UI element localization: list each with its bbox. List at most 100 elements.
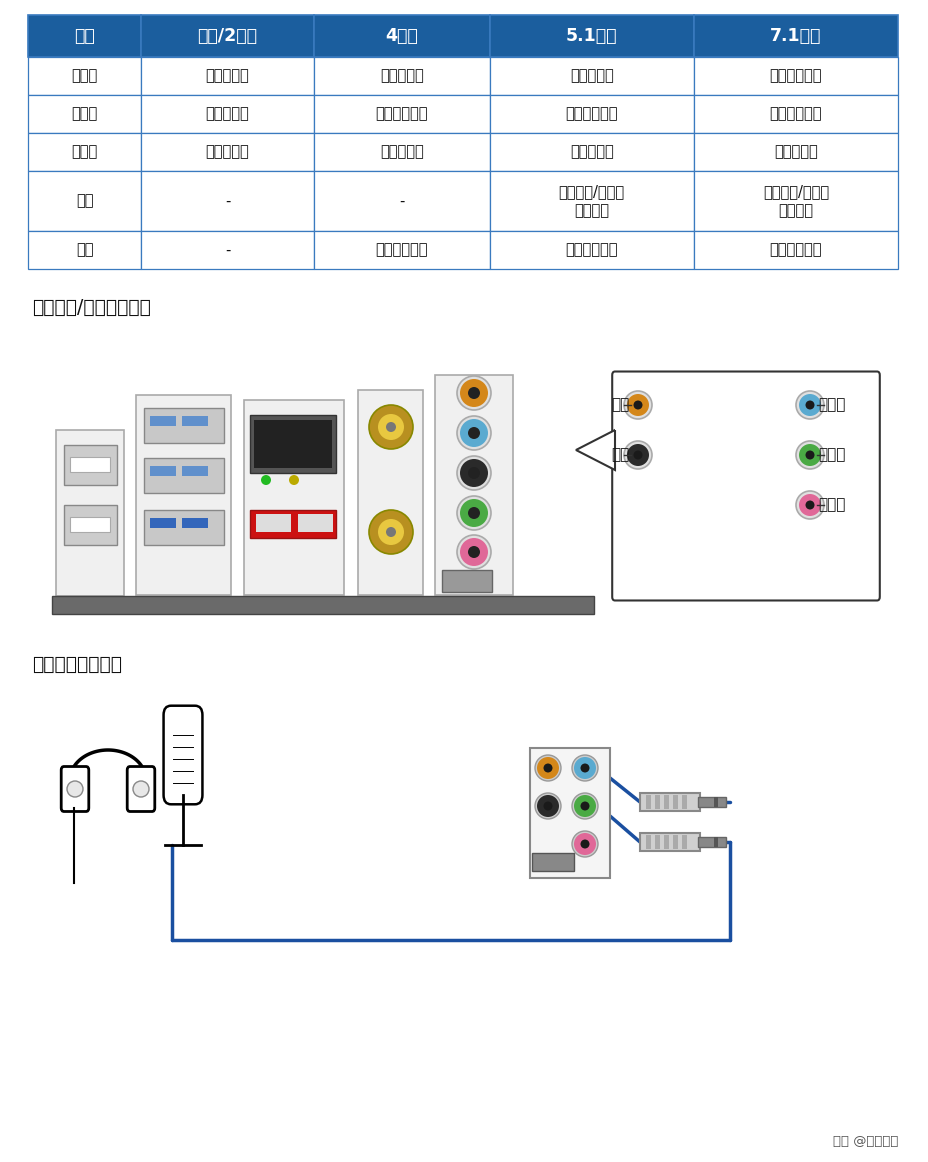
- FancyBboxPatch shape: [163, 705, 202, 804]
- Bar: [489, 57, 693, 95]
- Text: 声音输入端: 声音输入端: [380, 69, 423, 84]
- Text: 声音输入端: 声音输入端: [569, 69, 613, 84]
- Bar: [52, 596, 593, 614]
- Ellipse shape: [626, 444, 649, 466]
- Bar: [664, 795, 668, 809]
- Ellipse shape: [459, 419, 487, 447]
- Bar: [693, 57, 897, 95]
- Bar: [681, 835, 687, 849]
- Ellipse shape: [795, 492, 823, 519]
- Text: 5.1声道: 5.1声道: [565, 27, 617, 45]
- Text: 接口: 接口: [74, 27, 95, 45]
- Ellipse shape: [459, 538, 487, 566]
- Bar: [489, 95, 693, 132]
- Ellipse shape: [133, 781, 148, 797]
- Bar: [70, 457, 110, 472]
- Bar: [693, 95, 897, 132]
- Bar: [639, 833, 699, 851]
- Bar: [442, 571, 492, 591]
- Bar: [654, 835, 659, 849]
- Text: 音频输出/输入连接端口: 音频输出/输入连接端口: [32, 297, 150, 317]
- Text: 声音输出端: 声音输出端: [205, 107, 249, 122]
- Ellipse shape: [386, 422, 395, 432]
- Text: 前置喇叭输出: 前置喇叭输出: [768, 107, 821, 122]
- Bar: [28, 57, 141, 95]
- Ellipse shape: [536, 756, 559, 779]
- Text: 黑色: 黑色: [76, 243, 93, 258]
- Bar: [714, 837, 717, 847]
- Bar: [489, 15, 693, 57]
- Text: 粉红色: 粉红色: [71, 144, 97, 159]
- Bar: [141, 231, 314, 268]
- Text: 前置喇叭输出: 前置喇叭输出: [565, 107, 617, 122]
- Text: 橘色: 橘色: [612, 397, 629, 413]
- Bar: [530, 748, 610, 878]
- Ellipse shape: [261, 475, 271, 485]
- Ellipse shape: [457, 496, 491, 530]
- Ellipse shape: [368, 510, 413, 554]
- Text: -: -: [225, 194, 230, 208]
- Ellipse shape: [457, 416, 491, 450]
- Ellipse shape: [468, 426, 480, 439]
- Bar: [314, 132, 489, 171]
- Text: 橘色: 橘色: [76, 194, 93, 208]
- Ellipse shape: [468, 387, 480, 399]
- Bar: [149, 518, 175, 528]
- Text: 4声道: 4声道: [385, 27, 418, 45]
- Bar: [141, 171, 314, 231]
- Text: 麦克风输入: 麦克风输入: [773, 144, 817, 159]
- FancyBboxPatch shape: [612, 372, 879, 601]
- Ellipse shape: [795, 390, 823, 419]
- Ellipse shape: [805, 501, 814, 509]
- Bar: [144, 408, 224, 443]
- Ellipse shape: [468, 467, 480, 479]
- Text: 声音输入端: 声音输入端: [205, 69, 249, 84]
- Ellipse shape: [574, 756, 596, 779]
- Bar: [654, 795, 659, 809]
- Bar: [672, 795, 677, 809]
- Ellipse shape: [468, 546, 480, 558]
- Ellipse shape: [535, 755, 561, 781]
- Ellipse shape: [574, 795, 596, 817]
- Ellipse shape: [457, 535, 491, 569]
- Bar: [489, 231, 693, 268]
- Ellipse shape: [633, 401, 642, 409]
- Bar: [714, 797, 717, 806]
- Bar: [250, 415, 336, 473]
- Ellipse shape: [536, 795, 559, 817]
- Bar: [141, 57, 314, 95]
- Ellipse shape: [378, 519, 404, 545]
- Text: 中央声道/重低音
喇叭输出: 中央声道/重低音 喇叭输出: [558, 185, 625, 217]
- Bar: [693, 171, 897, 231]
- Bar: [489, 171, 693, 231]
- Text: -: -: [399, 194, 404, 208]
- Bar: [489, 132, 693, 171]
- Ellipse shape: [798, 444, 820, 466]
- Text: 连接耳机与麦克风: 连接耳机与麦克风: [32, 655, 122, 674]
- Ellipse shape: [378, 414, 404, 440]
- Bar: [314, 57, 489, 95]
- Text: 后置喇叭输出: 后置喇叭输出: [565, 243, 617, 258]
- Ellipse shape: [535, 792, 561, 819]
- Text: 侧置喇叭输出: 侧置喇叭输出: [768, 69, 821, 84]
- Text: 麦克风输入: 麦克风输入: [569, 144, 613, 159]
- Ellipse shape: [459, 498, 487, 528]
- Text: 知乎 @迎风流泪: 知乎 @迎风流泪: [831, 1135, 897, 1148]
- Text: 草绿色: 草绿色: [818, 447, 844, 462]
- Ellipse shape: [805, 401, 814, 409]
- Text: 7.1声道: 7.1声道: [769, 27, 820, 45]
- Bar: [693, 231, 897, 268]
- Bar: [645, 835, 651, 849]
- Bar: [357, 390, 422, 595]
- Ellipse shape: [798, 494, 820, 516]
- Bar: [28, 231, 141, 268]
- Bar: [434, 375, 512, 595]
- Polygon shape: [575, 430, 614, 469]
- Bar: [697, 837, 725, 847]
- Text: 浅蓝色: 浅蓝色: [818, 397, 844, 413]
- Bar: [28, 132, 141, 171]
- Bar: [144, 510, 224, 545]
- Ellipse shape: [580, 763, 589, 773]
- Bar: [56, 430, 123, 596]
- Text: 麦克风输入: 麦克风输入: [205, 144, 249, 159]
